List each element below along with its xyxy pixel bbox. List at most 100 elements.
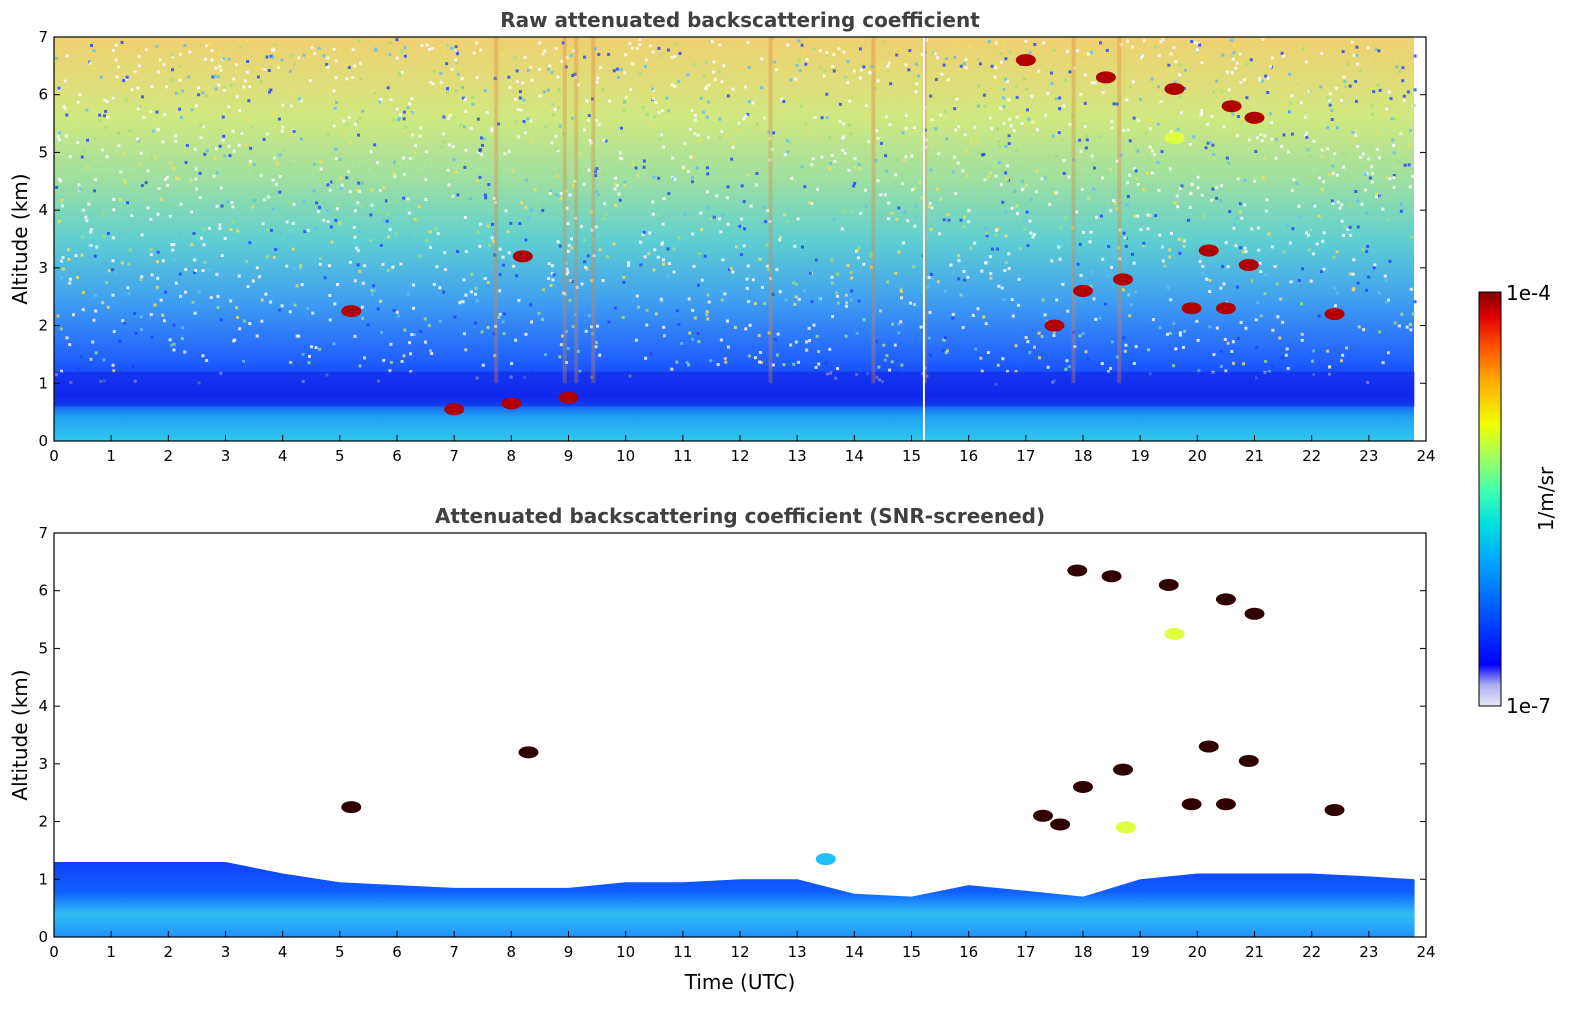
noise-pixel bbox=[487, 183, 491, 187]
noise-pixel bbox=[179, 53, 183, 57]
noise-pixel bbox=[443, 268, 447, 272]
noise-pixel bbox=[1098, 316, 1102, 320]
feature-patch bbox=[1095, 71, 1116, 84]
noise-pixel bbox=[962, 269, 966, 273]
noise-pixel bbox=[939, 113, 943, 117]
noise-pixel bbox=[1043, 313, 1047, 317]
noise-pixel bbox=[478, 175, 482, 179]
x-axis-label: Time (UTC) bbox=[684, 970, 796, 994]
noise-pixel bbox=[873, 86, 877, 90]
feature-patch bbox=[815, 853, 836, 866]
noise-pixel bbox=[636, 305, 640, 309]
noise-pixel bbox=[63, 79, 67, 83]
noise-pixel bbox=[471, 102, 475, 106]
noise-pixel bbox=[912, 265, 916, 269]
noise-pixel bbox=[869, 254, 873, 258]
noise-pixel bbox=[112, 208, 116, 212]
noise-pixel bbox=[662, 262, 666, 266]
noise-pixel bbox=[98, 118, 102, 122]
noise-pixel bbox=[523, 131, 527, 135]
noise-pixel bbox=[722, 64, 726, 68]
noise-pixel bbox=[850, 210, 854, 214]
noise-pixel bbox=[1244, 250, 1248, 254]
noise-pixel bbox=[1316, 170, 1320, 174]
noise-pixel bbox=[1011, 314, 1015, 318]
noise-pixel bbox=[634, 166, 638, 170]
noise-pixel bbox=[876, 136, 880, 140]
noise-pixel bbox=[330, 180, 334, 184]
noise-pixel bbox=[1178, 73, 1182, 77]
noise-pixel bbox=[997, 161, 1001, 165]
noise-pixel bbox=[753, 356, 757, 360]
noise-pixel bbox=[1357, 325, 1361, 329]
noise-pixel bbox=[210, 90, 214, 94]
noise-pixel bbox=[1282, 54, 1286, 58]
noise-pixel bbox=[84, 215, 88, 219]
noise-pixel bbox=[1381, 207, 1385, 211]
noise-pixel bbox=[651, 212, 655, 216]
noise-pixel bbox=[277, 117, 281, 121]
noise-pixel bbox=[1126, 39, 1130, 43]
feature-patch bbox=[1113, 273, 1134, 286]
noise-pixel bbox=[299, 137, 303, 141]
noise-pixel bbox=[806, 132, 810, 136]
noise-pixel bbox=[962, 62, 966, 66]
noise-pixel bbox=[742, 117, 746, 121]
noise-pixel bbox=[1001, 41, 1005, 45]
noise-pixel bbox=[1220, 184, 1224, 188]
noise-pixel bbox=[156, 250, 160, 254]
noise-pixel bbox=[174, 176, 178, 180]
noise-pixel bbox=[578, 151, 582, 155]
noise-pixel bbox=[456, 72, 460, 76]
y-tick-label: 2 bbox=[38, 317, 48, 335]
x-tick-label: 4 bbox=[278, 447, 288, 465]
noise-pixel bbox=[787, 180, 791, 184]
noise-pixel bbox=[566, 249, 570, 253]
noise-pixel bbox=[459, 123, 463, 127]
noise-pixel bbox=[1132, 38, 1136, 42]
noise-pixel bbox=[849, 132, 853, 136]
noise-pixel bbox=[1231, 340, 1235, 344]
noise-pixel bbox=[567, 244, 571, 248]
noise-pixel bbox=[542, 90, 546, 94]
x-tick-label: 9 bbox=[564, 447, 574, 465]
noise-pixel bbox=[393, 164, 397, 168]
noise-pixel bbox=[707, 166, 711, 170]
noise-pixel bbox=[1356, 225, 1360, 229]
noise-pixel bbox=[858, 47, 862, 51]
noise-pixel bbox=[671, 177, 675, 181]
noise-pixel bbox=[193, 147, 197, 151]
noise-pixel bbox=[882, 40, 886, 44]
noise-pixel bbox=[773, 337, 777, 341]
noise-pixel bbox=[1176, 248, 1180, 252]
noise-pixel bbox=[703, 254, 707, 258]
noise-pixel bbox=[165, 175, 169, 179]
noise-pixel bbox=[1264, 359, 1268, 363]
noise-pixel bbox=[1004, 57, 1008, 61]
noise-pixel bbox=[804, 340, 808, 344]
noise-pixel bbox=[601, 279, 605, 283]
noise-pixel bbox=[194, 187, 198, 191]
noise-pixel bbox=[436, 69, 440, 73]
noise-pixel bbox=[236, 316, 240, 320]
noise-pixel bbox=[699, 211, 703, 215]
noise-pixel bbox=[1112, 199, 1116, 203]
noise-pixel bbox=[91, 340, 95, 344]
noise-pixel bbox=[288, 69, 292, 73]
noise-pixel bbox=[1046, 365, 1050, 369]
noise-pixel bbox=[1028, 351, 1032, 355]
noise-pixel bbox=[1079, 149, 1083, 153]
noise-pixel bbox=[925, 285, 929, 289]
noise-pixel bbox=[644, 58, 648, 62]
noise-pixel bbox=[994, 174, 998, 178]
noise-pixel bbox=[929, 168, 933, 172]
noise-pixel bbox=[1230, 349, 1234, 353]
noise-pixel bbox=[1181, 238, 1185, 242]
y-tick-label: 4 bbox=[38, 697, 48, 715]
noise-pixel bbox=[896, 158, 900, 162]
noise-pixel bbox=[1346, 109, 1350, 113]
noise-pixel bbox=[334, 76, 338, 80]
noise-pixel bbox=[226, 200, 230, 204]
noise-pixel bbox=[507, 149, 511, 153]
noise-pixel bbox=[1147, 157, 1151, 161]
